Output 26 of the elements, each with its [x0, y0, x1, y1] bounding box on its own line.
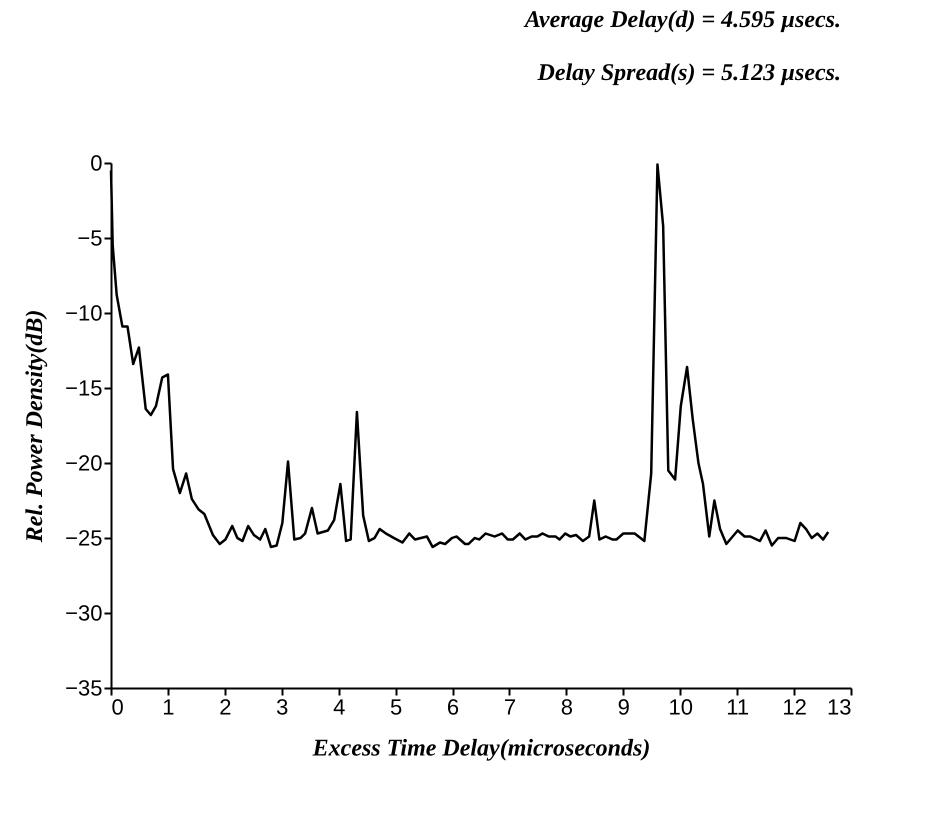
y-tick-label: −10 [65, 300, 102, 326]
y-tick-label: 0 [90, 150, 102, 176]
x-tick-label: 3 [276, 694, 288, 720]
x-tick-label: 8 [560, 694, 574, 720]
x-tick-label: 4 [333, 694, 346, 720]
y-tick-label: −20 [65, 450, 102, 476]
y-tick-label: −25 [65, 526, 102, 550]
y-tick-label: −5 [77, 226, 102, 250]
x-tick-label: 13 [827, 694, 852, 720]
text: Delay Spread(s) = 5.123 µsecs. [536, 60, 841, 86]
x-axis-title: Excess Time Delay(microseconds) [312, 736, 650, 762]
x-tick-label: 9 [618, 694, 630, 720]
y-tick-label: −35 [65, 676, 102, 700]
x-tick-label: 7 [504, 694, 516, 720]
x-tick-label: 11 [726, 694, 750, 720]
y-axis-title: Rel. Power Density(dB) [22, 310, 48, 544]
x-tick-label: 2 [219, 694, 232, 720]
x-tick-label: 5 [390, 694, 402, 720]
y-tick-label: −30 [65, 600, 102, 626]
x-tick-label: 10 [668, 694, 693, 720]
x-tick-label: 0 [112, 694, 124, 720]
text: Average Delay(d) = 4.595 µsecs. [522, 7, 841, 33]
y-tick-label: −15 [65, 376, 102, 400]
x-tick-label: 6 [446, 694, 460, 720]
x-tick-label: 1 [162, 694, 175, 720]
x-tick-label: 12 [782, 694, 807, 720]
